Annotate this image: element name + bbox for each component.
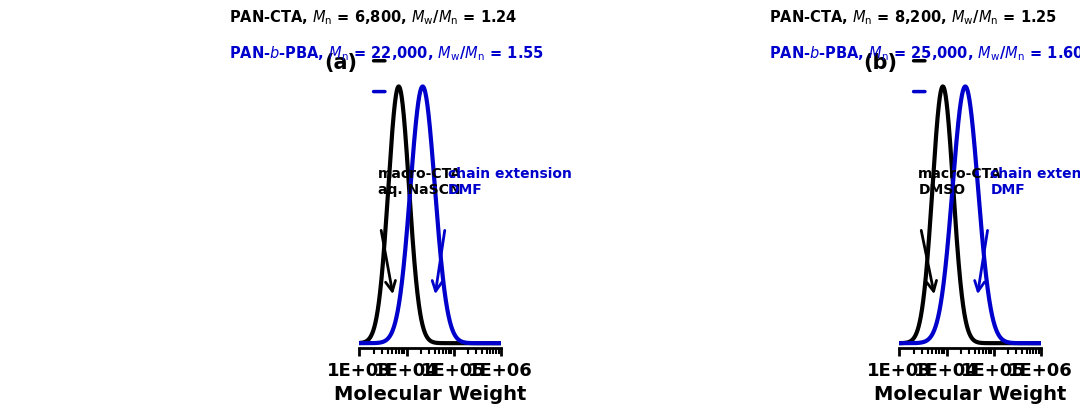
X-axis label: Molecular Weight: Molecular Weight xyxy=(334,385,526,404)
Text: PAN-CTA, $\mathit{M}$$_\mathrm{n}$ = 6,800, $\mathit{M}$$_\mathrm{w}$/$\mathit{M: PAN-CTA, $\mathit{M}$$_\mathrm{n}$ = 6,8… xyxy=(229,9,516,27)
Text: macro-CTA
aq. NaSCN: macro-CTA aq. NaSCN xyxy=(378,166,462,197)
Text: macro-CTA
DMSO: macro-CTA DMSO xyxy=(918,166,1002,197)
Text: PAN-$\mathit{b}$-PBA, $\mathit{M}$$_\mathrm{n}$ = 25,000, $\mathit{M}$$_\mathrm{: PAN-$\mathit{b}$-PBA, $\mathit{M}$$_\mat… xyxy=(769,45,1080,63)
Text: (a): (a) xyxy=(324,53,357,73)
Text: chain extension
DMF: chain extension DMF xyxy=(990,166,1080,197)
X-axis label: Molecular Weight: Molecular Weight xyxy=(874,385,1066,404)
Text: PAN-CTA, $\mathit{M}$$_\mathrm{n}$ = 8,200, $\mathit{M}$$_\mathrm{w}$/$\mathit{M: PAN-CTA, $\mathit{M}$$_\mathrm{n}$ = 8,2… xyxy=(769,9,1056,27)
Text: (b): (b) xyxy=(863,53,897,73)
Text: PAN-$\mathit{b}$-PBA, $\mathit{M}$$_\mathrm{n}$ = 22,000, $\mathit{M}$$_\mathrm{: PAN-$\mathit{b}$-PBA, $\mathit{M}$$_\mat… xyxy=(229,45,543,63)
Text: chain extension
DMF: chain extension DMF xyxy=(447,166,571,197)
